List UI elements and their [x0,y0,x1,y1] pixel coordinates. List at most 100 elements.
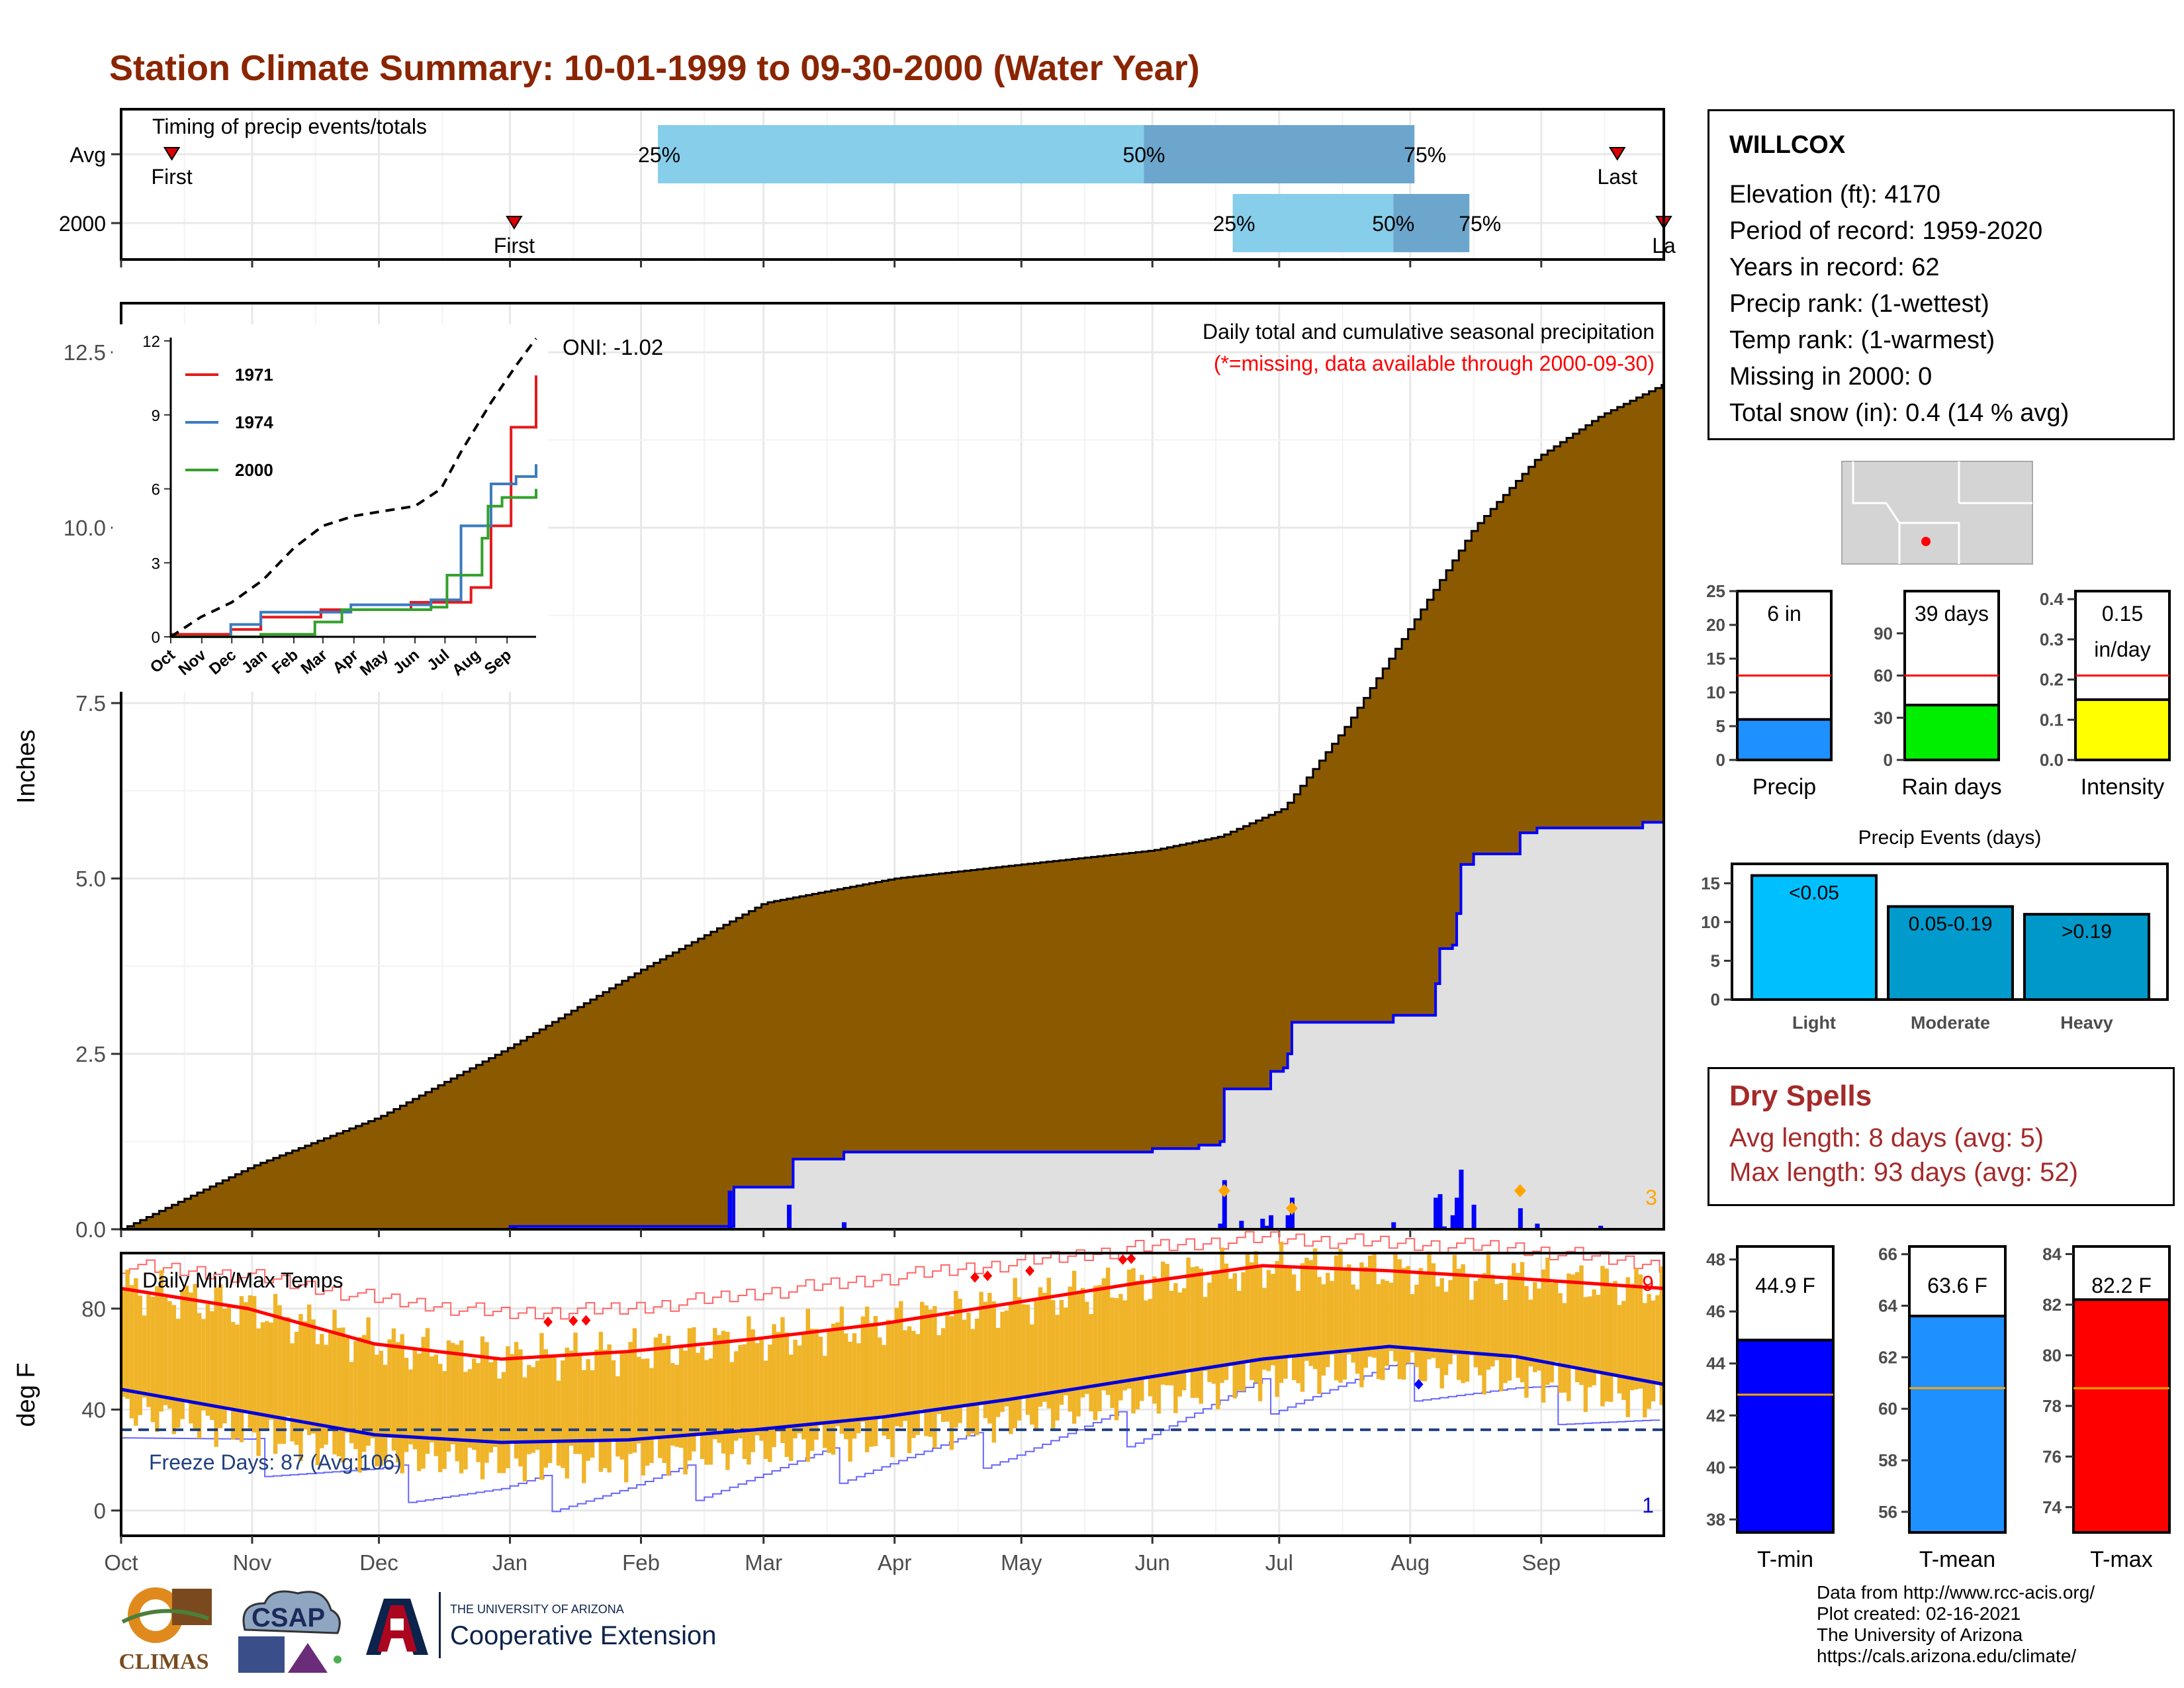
daily-temp-bar [1287,1268,1293,1355]
daily-temp-bar [966,1312,971,1436]
y-tick-label: 12.5 [64,340,106,365]
daily-temp-bar [1042,1292,1047,1402]
value-bar [2072,1298,2171,1534]
daily-temp-bar [1300,1263,1305,1392]
daily-temp-bar [1418,1268,1423,1382]
daily-temp-bar [1177,1292,1182,1397]
bar-value-label: 0.15 [2102,602,2143,626]
avg-min-line [120,1344,1664,1444]
daily-temp-bar [1068,1286,1072,1412]
daily-temp-bar [1351,1284,1355,1363]
dry-spells-max: Max length: 93 days (avg: 52) [1729,1158,2078,1187]
small-y-tick: 66 [1878,1244,1897,1264]
daily-precip-bar [1239,1221,1244,1229]
daily-temp-bar [742,1344,747,1460]
daily-temp-bar [459,1340,464,1474]
event-marker [1286,1201,1298,1215]
daily-temp-bar [1359,1262,1364,1387]
daily-temp-bar [1050,1299,1056,1429]
daily-temp-bar [1326,1272,1330,1368]
record-max-marker [970,1272,980,1283]
daily-temp-bar [780,1317,785,1443]
event-bar [1751,874,1878,1001]
daily-temp-bar [336,1328,341,1457]
event-bar-label: 0.05-0.19 [1909,913,1993,935]
daily-temp-bar [514,1342,519,1459]
daily-temp-bar [408,1369,413,1444]
daily-temp-bar [759,1339,764,1441]
small-y-tick: 84 [2042,1244,2062,1264]
timing-marker [1608,147,1626,161]
inset-y-tick: 12 [142,333,160,351]
daily-temp-bar [1465,1274,1470,1382]
daily-temp-bar [692,1327,696,1452]
daily-temp-bar [809,1329,815,1451]
daily-temp-bar [298,1314,303,1462]
daily-temp-bar [480,1336,485,1479]
record-max-marker [1025,1265,1035,1276]
daily-temp-bar [915,1334,921,1435]
station-line: Period of record: 1959-2020 [1729,217,2043,245]
daily-temp-bar [201,1319,206,1411]
record-max-marker [543,1316,553,1327]
daily-temp-bar [607,1344,612,1473]
daily-temp-bar [1152,1276,1157,1404]
daily-temp-bar [962,1319,967,1407]
daily-temp-bar [586,1359,590,1461]
daily-temp-bar [492,1357,498,1447]
daily-temp-bar [451,1342,455,1444]
daily-temp-bar [839,1306,844,1434]
daily-precip-bar [727,1190,733,1229]
daily-temp-bar [552,1357,557,1440]
daily-temp-bar [975,1318,979,1436]
daily-temp-bar [265,1321,269,1429]
ua-small-text: THE UNIVERSITY OF ARIZONA [450,1603,624,1616]
small-y-tick: 74 [2042,1497,2062,1517]
daily-temp-bar [1059,1299,1064,1405]
daily-temp-bar [155,1286,159,1432]
footer-line: Plot created: 02-16-2021 [1817,1603,2021,1624]
daily-temp-bar [729,1362,735,1454]
precip-events: Precip Events (days) 0 5 10 15 <0.05 Light 0.05… [1701,827,2169,1033]
daily-temp-bar [1064,1307,1068,1395]
inset-series-line [171,464,537,638]
daily-temp-bar [488,1362,494,1453]
value-bar [1736,718,1833,762]
bar-value-label: 82.2 F [2091,1274,2152,1297]
x-tick-label: Jul [1265,1550,1293,1575]
bar-category-label: T-mean [1919,1547,1995,1572]
daily-temp-bar [1494,1284,1499,1360]
daily-temp-bar [1224,1263,1229,1380]
daily-temp-bar [506,1346,510,1469]
daily-precip-bar [1598,1225,1604,1229]
daily-temp-bar [924,1305,929,1436]
daily-temp-bar [1004,1310,1009,1407]
daily-temp-bar [324,1344,328,1445]
daily-precip-bar [787,1204,792,1229]
daily-temp-bar [518,1349,523,1467]
small-y-tick: 0 [1884,750,1893,770]
daily-temp-bar [501,1372,506,1474]
daily-temp-bar [1334,1255,1339,1381]
inset-y-tick: 9 [152,407,160,425]
daily-temp-bar [1647,1293,1651,1409]
inset-series-line [171,375,537,636]
daily-temp-bar [1046,1278,1051,1409]
daily-temp-bar [1181,1288,1187,1391]
daily-temp-bar [700,1346,705,1459]
daily-temp-bar [235,1324,240,1438]
inset-bg [113,324,548,692]
daily-temp-bar [793,1339,797,1439]
daily-temp-bar [442,1371,447,1470]
daily-temp-bar [1512,1263,1516,1355]
marker-label: First [152,165,193,189]
small-y-tick: 0.3 [2040,630,2064,649]
daily-temp-bar [1135,1280,1140,1410]
daily-temp-bar [725,1332,730,1470]
daily-temp-bar [1393,1252,1398,1362]
daily-precip-bar [1264,1225,1269,1229]
daily-temp-bar [899,1301,903,1428]
bar-category-label: Rain days [1901,774,2001,800]
daily-temp-bar [1567,1273,1571,1401]
y-tick-label: 7.5 [75,691,106,716]
